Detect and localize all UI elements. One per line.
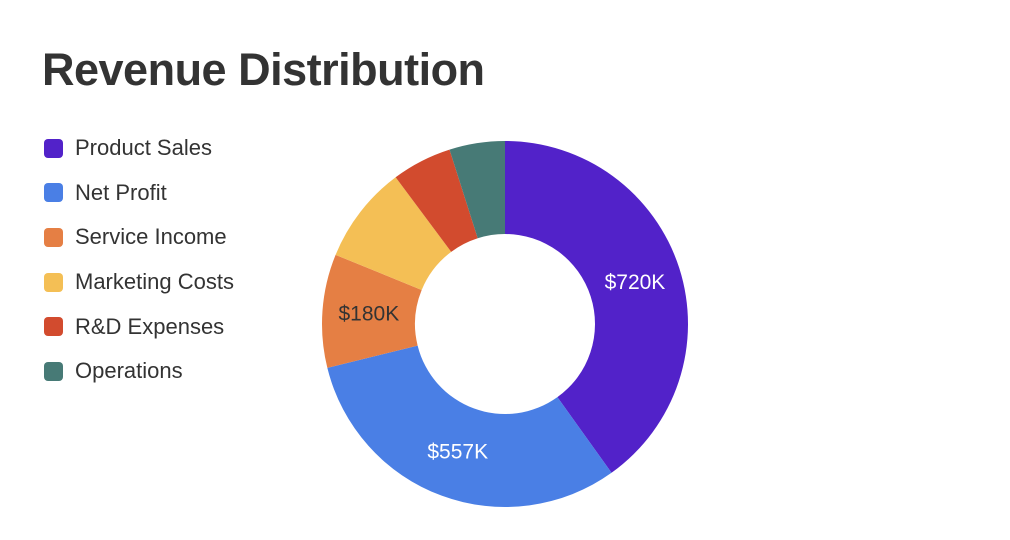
legend-swatch — [44, 272, 63, 292]
slice-net-profit[interactable] — [327, 345, 612, 507]
donut-slices — [322, 141, 688, 507]
slice-product-sales[interactable] — [505, 141, 688, 473]
legend-item-service-income[interactable]: Service Income — [44, 215, 234, 260]
data-label-product-sales: $720K — [605, 271, 666, 294]
donut-data-labels: $720K $557K $180K — [338, 271, 665, 464]
legend-label: Marketing Costs — [75, 269, 234, 295]
legend-swatch — [44, 138, 63, 158]
chart-legend: Product Sales Net Profit Service Income … — [44, 126, 234, 394]
slice-rd-expenses[interactable] — [395, 149, 478, 252]
slice-service-income[interactable] — [322, 254, 422, 368]
legend-label: Service Income — [75, 224, 227, 250]
legend-label: R&D Expenses — [75, 313, 225, 339]
legend-item-operations[interactable]: Operations — [44, 349, 234, 394]
legend-item-product-sales[interactable]: Product Sales — [44, 126, 234, 171]
legend-swatch — [44, 317, 63, 337]
data-label-service-income: $180K — [338, 303, 399, 326]
slice-marketing-costs[interactable] — [335, 177, 452, 290]
legend-item-rd-expenses[interactable]: R&D Expenses — [44, 304, 234, 349]
chart-title: Revenue Distribution — [42, 44, 485, 95]
legend-swatch — [44, 227, 63, 247]
slice-operations[interactable] — [449, 141, 505, 239]
legend-item-marketing-costs[interactable]: Marketing Costs — [44, 260, 234, 305]
legend-label: Net Profit — [75, 179, 167, 205]
data-label-net-profit: $557K — [427, 441, 488, 464]
legend-swatch — [44, 183, 63, 203]
legend-label: Product Sales — [75, 135, 212, 161]
legend-label: Operations — [75, 358, 183, 384]
legend-item-net-profit[interactable]: Net Profit — [44, 171, 234, 216]
legend-swatch — [44, 361, 63, 381]
